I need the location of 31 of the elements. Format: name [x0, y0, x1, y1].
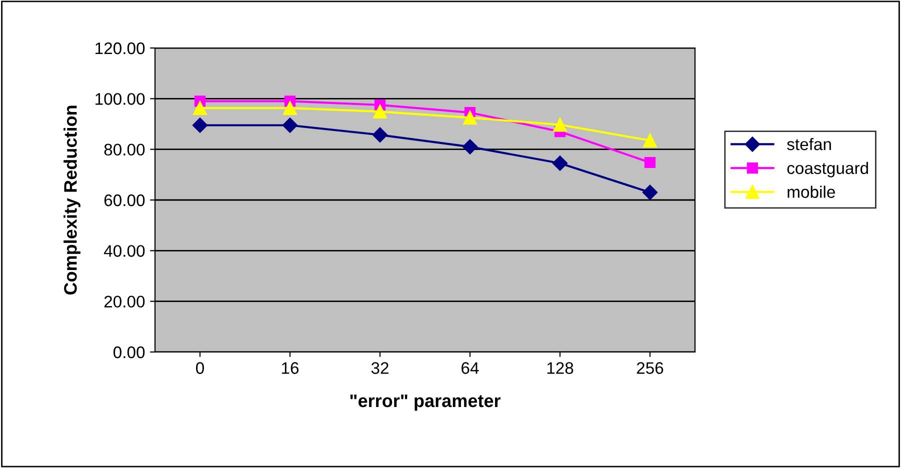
y-tick-label: 20.00: [104, 296, 145, 308]
legend-label: stefan: [787, 138, 831, 150]
y-tick-label: 40.00: [104, 245, 145, 257]
point: [372, 127, 388, 142]
x-tick-label: 0: [196, 362, 204, 374]
x-tick-label: 16: [282, 362, 299, 374]
point: [373, 104, 387, 119]
point: [283, 101, 297, 115]
point: [463, 110, 477, 125]
x-tick-label: 32: [371, 362, 388, 374]
point: [642, 184, 658, 200]
x-tick-label: 128: [547, 362, 574, 374]
y-tick-label: 0.00: [113, 346, 145, 358]
x-tick-label: 256: [636, 362, 664, 374]
y-tick-label: 60.00: [104, 194, 145, 206]
y-tick-label: 80.00: [104, 144, 145, 156]
x-tick-label: 64: [462, 362, 479, 374]
y-tick-label: 100.00: [96, 93, 145, 105]
point: [552, 156, 568, 171]
point: [462, 139, 478, 154]
x-axis-title: "error" parameter: [350, 394, 501, 411]
point: [644, 156, 656, 168]
y-axis-title: Complexity Reduction: [64, 106, 80, 295]
point: [643, 134, 657, 148]
point: [553, 118, 567, 132]
point: [192, 118, 208, 133]
legend-label: coastguard: [787, 162, 868, 178]
y-tick-label: 120.00: [96, 42, 145, 54]
point: [193, 101, 207, 115]
point: [282, 118, 298, 133]
legend-label: mobile: [788, 186, 835, 198]
